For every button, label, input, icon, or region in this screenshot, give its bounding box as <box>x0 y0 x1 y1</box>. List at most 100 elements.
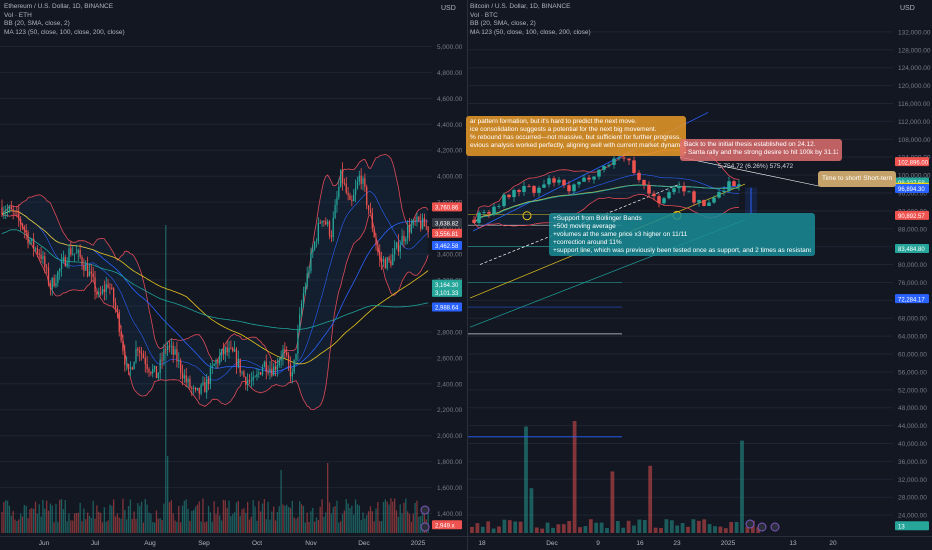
btc-title[interactable]: Bitcoin / U.S. Dollar, 1D, BINANCE <box>470 3 571 10</box>
eth-candle-body <box>103 289 105 293</box>
eth-candle-body <box>271 368 273 376</box>
eth-candle-body <box>3 212 5 215</box>
btc-volume-bar <box>480 526 485 533</box>
eth-volume-bar <box>243 508 245 533</box>
btc-volume-bar <box>534 527 539 533</box>
btc-candle-body <box>572 184 576 192</box>
eth-currency-label[interactable]: USD <box>441 5 456 12</box>
btc-vol-indicator[interactable]: Vol · BTC <box>470 11 498 19</box>
eth-volume-bar <box>302 506 305 533</box>
btc-candle-body <box>497 206 501 207</box>
eth-volume-bar <box>300 504 303 533</box>
eth-candle-body <box>213 363 215 366</box>
btc-candle-body <box>512 190 516 198</box>
btc-volume-bar <box>524 426 528 533</box>
btc-volume-bar <box>551 527 555 533</box>
eth-candle-body <box>289 363 292 377</box>
eth-candle-body <box>354 187 357 195</box>
eth-candle-body <box>114 302 117 309</box>
annotation-short-note[interactable]: Time to short! Short-term <box>818 171 896 187</box>
eth-volume-bar <box>274 520 277 533</box>
eth-volume-bar <box>392 501 394 533</box>
eth-volume-bar <box>153 522 156 533</box>
eth-volume-bar <box>354 499 357 533</box>
btc-volume-bar <box>497 526 501 533</box>
eth-ma-indicator[interactable]: MA 123 (50, close, 100, close, 200, clos… <box>4 28 125 36</box>
eth-candle-body <box>321 220 323 223</box>
btc-price-tag-text: 83,484.80 <box>898 247 925 253</box>
eth-vol-indicator[interactable]: Vol · ETH <box>4 11 32 19</box>
annotation-orange-note[interactable]: ar pattern formation, but it's hard to p… <box>466 116 686 156</box>
eth-volume-bar <box>10 515 12 533</box>
eth-candle-body <box>384 259 386 269</box>
eth-y-tick-label: 4,200.00 <box>437 148 463 155</box>
eth-volume-bar <box>260 511 262 533</box>
eth-y-tick-label: 2,800.00 <box>437 329 463 336</box>
eth-volume-bar <box>107 520 109 533</box>
eth-candle-body <box>297 330 299 354</box>
eth-volume-bar <box>418 516 420 533</box>
eth-volume-bar <box>152 522 154 533</box>
eth-candle-body <box>157 372 159 379</box>
btc-volume-bar <box>545 522 550 533</box>
annotation-teal-note[interactable]: +Support from Bollinger Bands +50d movin… <box>549 213 815 256</box>
short-note-text: Time to short! Short-term <box>822 175 892 182</box>
eth-volume-bar <box>131 518 133 533</box>
eth-title[interactable]: Ethereum / U.S. Dollar, 1D, BINANCE <box>4 3 114 10</box>
eth-candle-body <box>166 346 169 350</box>
eth-bb-lower <box>1 213 429 411</box>
btc-candle-body <box>672 188 676 193</box>
eth-candle-body <box>209 367 212 385</box>
eth-volume-bar <box>395 510 398 533</box>
eth-candle-body <box>345 183 347 193</box>
eth-candle-body <box>328 221 331 236</box>
eth-volume-bar <box>51 505 53 533</box>
eth-candle-body <box>206 378 208 393</box>
eth-candle-body <box>122 340 124 352</box>
eth-volume-bar <box>114 516 117 533</box>
eth-bb-indicator[interactable]: BB (20, SMA, close, 2) <box>4 20 70 27</box>
eth-candle-body <box>353 194 355 201</box>
eth-volume-bar <box>193 509 195 533</box>
eth-y-tick-label: 2,400.00 <box>437 381 463 388</box>
btc-volume-bar <box>605 527 609 533</box>
btc-bb-indicator[interactable]: BB (20, SMA, close, 2) <box>470 20 536 27</box>
eth-ma-200 <box>1 229 429 331</box>
eth-volume-bar <box>256 520 258 533</box>
eth-volume-bar <box>258 501 260 533</box>
eth-candle-body <box>401 235 403 246</box>
eth-volume-bar <box>29 509 31 533</box>
eth-candle-body <box>70 248 72 255</box>
eth-candle-body <box>239 358 241 373</box>
eth-candle-body <box>375 237 377 246</box>
btc-y-tick-label: 64,000.00 <box>898 334 927 341</box>
eth-y-tick-label: 5,000.00 <box>437 44 463 51</box>
eth-volume-bar <box>133 511 135 533</box>
eth-candle-body <box>10 206 12 210</box>
eth-volume-bar <box>321 499 323 533</box>
eth-volume-bar <box>113 499 115 533</box>
eth-volume-bar <box>319 506 321 533</box>
eth-volume-bar <box>295 519 297 533</box>
eth-volume-bar <box>217 506 219 533</box>
btc-candle-body <box>657 196 661 204</box>
eth-y-tick-label: 1,800.00 <box>437 459 463 466</box>
eth-volume-bar <box>3 502 5 533</box>
btc-y-tick-label: 52,000.00 <box>898 387 927 394</box>
eth-volume-bar <box>206 521 208 533</box>
eth-candle-body <box>55 282 57 287</box>
eth-volume-bar <box>38 504 40 533</box>
eth-candle-body <box>181 372 184 379</box>
eth-volume-bar <box>220 520 223 533</box>
eth-candle-body <box>306 273 308 287</box>
eth-candle-body <box>113 288 115 303</box>
eth-candle-body <box>133 362 135 370</box>
btc-currency-label[interactable]: USD <box>900 5 915 12</box>
annotation-red-note[interactable]: Back to the initial thesis established o… <box>680 139 842 161</box>
btc-candle-body <box>677 185 681 189</box>
eth-volume-bar <box>382 501 385 533</box>
btc-candle-body <box>557 179 561 183</box>
eth-candle-body <box>73 253 76 255</box>
btc-ma-indicator[interactable]: MA 123 (50, close, 100, close, 200, clos… <box>470 28 591 36</box>
